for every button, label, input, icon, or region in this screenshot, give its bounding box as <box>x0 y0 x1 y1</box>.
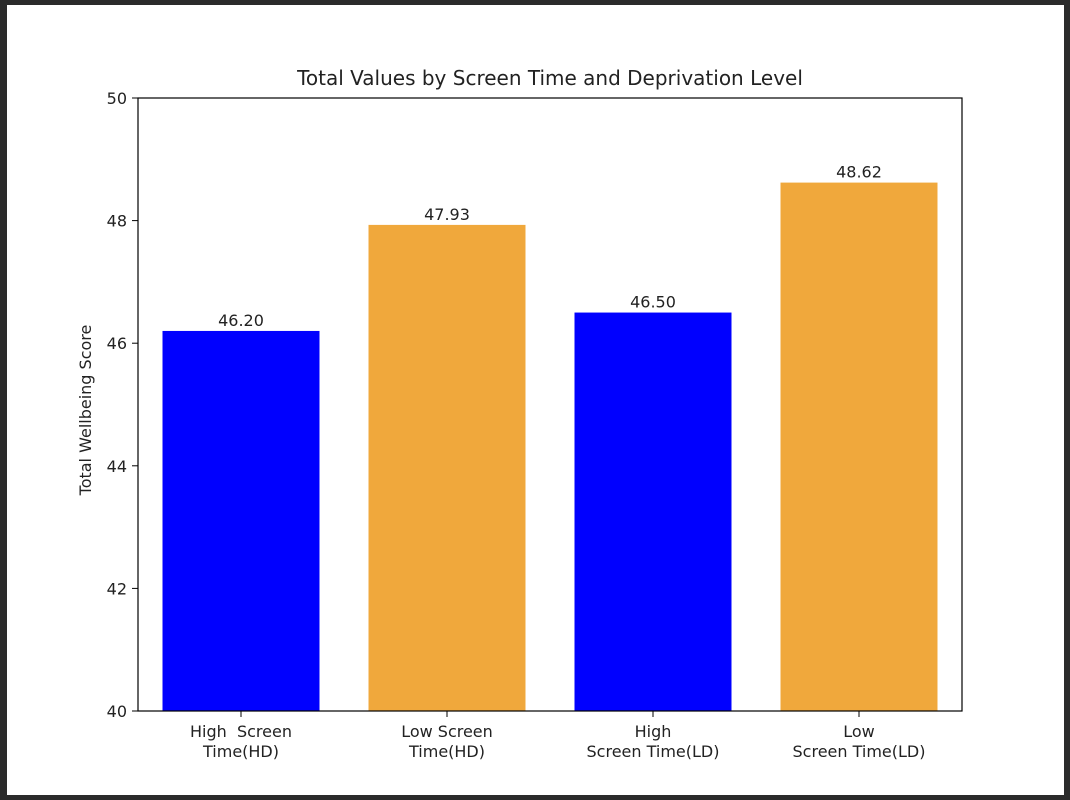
bar-value-label: 46.20 <box>218 311 264 330</box>
x-tick-label: Time(HD) <box>408 742 485 761</box>
chart-frame: Total Values by Screen Time and Deprivat… <box>7 5 1064 795</box>
bar-value-label: 48.62 <box>836 163 882 182</box>
y-tick-label: 50 <box>107 89 127 108</box>
bar <box>780 182 938 711</box>
x-tick-label: Low <box>843 722 875 741</box>
y-tick-label: 46 <box>107 334 127 353</box>
bar <box>574 312 732 711</box>
chart-title: Total Values by Screen Time and Deprivat… <box>296 66 803 90</box>
bar-value-label: 47.93 <box>424 205 470 224</box>
y-tick-label: 42 <box>107 579 127 598</box>
bar-chart: Total Values by Screen Time and Deprivat… <box>76 66 963 761</box>
bar-value-label: 46.50 <box>630 293 676 312</box>
x-tick-label: Time(HD) <box>202 742 279 761</box>
x-tick-label: High <box>635 722 672 741</box>
x-tick-label: High Screen <box>190 722 292 741</box>
x-tick-label: Screen Time(LD) <box>793 742 926 761</box>
plot-frame <box>137 97 963 712</box>
y-tick-label: 48 <box>107 212 127 231</box>
x-tick-label: Screen Time(LD) <box>587 742 720 761</box>
y-tick-label: 40 <box>107 702 127 721</box>
bar <box>368 224 526 712</box>
y-axis-label: Total Wellbeing Score <box>76 325 95 497</box>
y-tick-label: 44 <box>107 457 127 476</box>
bar <box>162 330 320 711</box>
x-tick-label: Low Screen <box>401 722 493 741</box>
